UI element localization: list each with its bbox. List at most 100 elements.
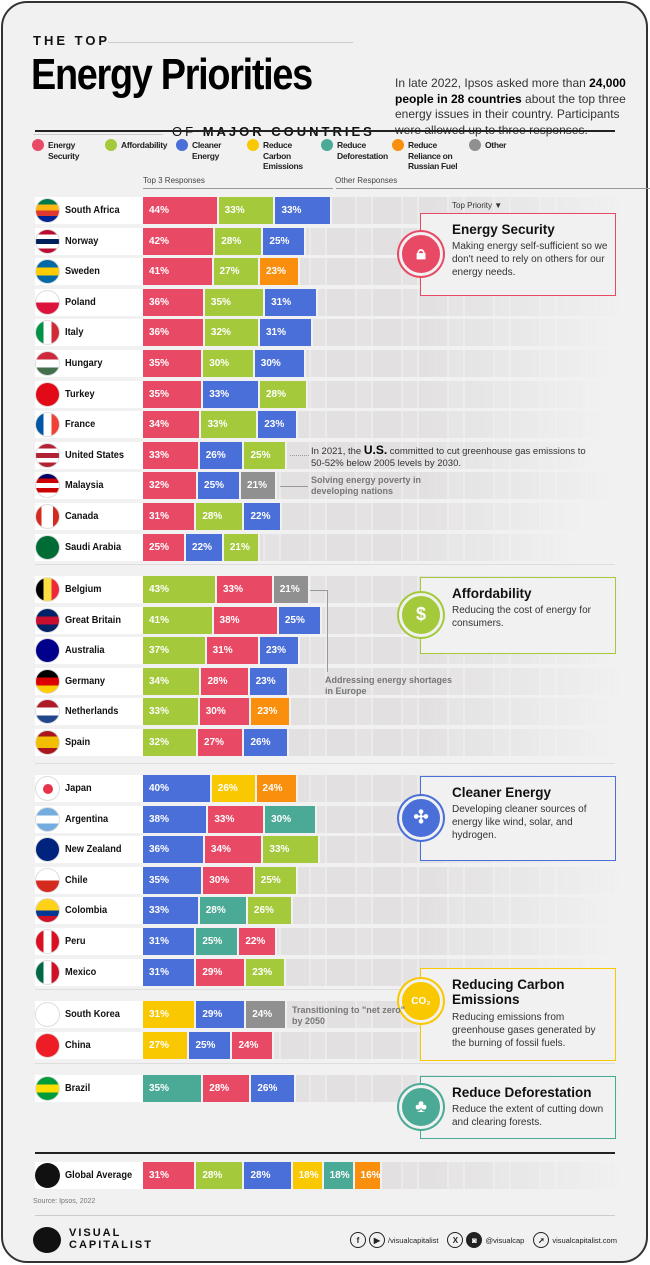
kicker: THE TOP	[33, 33, 111, 48]
country-label: Saudi Arabia	[35, 533, 143, 561]
country-name: Norway	[65, 234, 99, 247]
divider	[35, 1152, 615, 1154]
globe-icon	[35, 1163, 60, 1188]
flag-icon	[35, 929, 60, 954]
flag-icon	[35, 351, 60, 376]
country-name: Australia	[65, 644, 105, 657]
bar-segment-cleaner: 33%	[275, 197, 333, 224]
country-label: Australia	[35, 637, 143, 665]
flag-icon	[35, 806, 60, 832]
legend-item-russia: Reduce Reliance on Russian Fuel	[392, 139, 466, 172]
bar-segment-cleaner: 23%	[258, 411, 298, 439]
country-label: South Africa	[35, 197, 143, 224]
bar-segment-security: 36%	[143, 319, 205, 347]
lock-icon: 🔒︎	[399, 231, 443, 276]
box-description: Making energy self-sufficient so we don'…	[452, 241, 608, 278]
bar-segment-security: 33%	[143, 441, 200, 469]
bar-segment-cleaner: 25%	[198, 472, 242, 500]
country-name: China	[65, 1038, 91, 1051]
country-row: United States 33% 26% 25%	[35, 441, 635, 469]
bar-segment-cleaner: 40%	[143, 775, 212, 802]
bar-segment-cleaner: 29%	[196, 1001, 247, 1028]
top-priority-label: Top Priority ▼	[452, 201, 503, 210]
country-label: Sweden	[35, 258, 143, 286]
bar-segment-cleaner: 33%	[203, 380, 260, 408]
bar-segment-defor: 28%	[199, 897, 248, 925]
bar-segment-afford: 43%	[143, 576, 217, 603]
malaysia-annotation: Solving energy poverty in developing nat…	[311, 475, 422, 496]
bar-segment-security: 22%	[239, 928, 278, 955]
legend-label: Reduce Carbon Emissions	[263, 140, 303, 171]
connector-line	[280, 486, 308, 487]
bar-segment-cleaner: 23%	[249, 667, 290, 695]
priority-box-2: ✣ Cleaner Energy Developing cleaner source…	[399, 776, 616, 861]
country-label: New Zealand	[35, 836, 143, 864]
country-name: Argentina	[65, 812, 109, 825]
country-name: South Africa	[65, 204, 120, 216]
bar-segment-security: 35%	[143, 350, 204, 377]
legend-swatch	[392, 139, 404, 151]
flag-icon	[35, 412, 60, 438]
country-row: Chile 35% 30% 25%	[35, 866, 635, 894]
cursor-icon[interactable]: ➚	[533, 1232, 550, 1248]
bar-segment-defor: 30%	[265, 805, 317, 833]
country-name: Colombia	[65, 904, 108, 917]
country-name: Mexico	[65, 965, 97, 978]
country-name: France	[65, 418, 96, 431]
intro-part: In late 2022, Ipsos asked more than	[395, 76, 590, 90]
source-note: Source: Ipsos, 2022	[33, 1198, 96, 1205]
box-description: Developing cleaner sources of energy lik…	[452, 804, 587, 841]
legend-label: Affordability	[121, 140, 168, 150]
instagram-icon[interactable]: ◙	[466, 1232, 483, 1248]
youtube-icon[interactable]: ▶	[369, 1232, 385, 1248]
country-name: Brazil	[65, 1082, 91, 1094]
bar-segment-security: 35%	[143, 380, 204, 408]
country-row: Netherlands 33% 30% 23%	[35, 698, 635, 726]
europe-annotation: Addressing energy shortages in Europe	[325, 675, 453, 696]
handle-visualcap[interactable]: @visualcap	[485, 1235, 525, 1245]
country-name: Sweden	[65, 265, 100, 278]
country-label: Italy	[35, 319, 143, 347]
bar-segment-cleaner: 30%	[254, 350, 307, 377]
bar-segment-security: 32%	[143, 472, 199, 500]
legend-swatch	[105, 139, 117, 151]
bar-segment-cleaner: 23%	[259, 637, 300, 665]
country-label: Turkey	[35, 380, 143, 408]
bar-segment-afford: 33%	[263, 836, 321, 864]
bar-segment-carbon: 31%	[143, 1001, 197, 1028]
country-label: Brazil	[35, 1075, 143, 1102]
bar-segment-afford: 28%	[196, 1162, 245, 1189]
us-annotation: In 2021, the U.S. committed to cut green…	[311, 444, 601, 470]
bar-segment-afford: 25%	[254, 866, 298, 894]
group-separator	[35, 1063, 615, 1064]
flag-icon	[35, 699, 60, 725]
flag-icon	[35, 534, 60, 560]
country-label: Mexico	[35, 958, 143, 986]
bar-segment-security: 24%	[232, 1031, 274, 1059]
group-separator	[35, 763, 615, 764]
country-label: Chile	[35, 866, 143, 894]
other-bracket	[336, 188, 650, 189]
bar-segment-cleaner: 25%	[278, 606, 322, 634]
x-icon[interactable]: X	[447, 1232, 464, 1248]
legend-swatch	[469, 139, 481, 151]
country-row: Malaysia 32% 25% 21%	[35, 472, 635, 500]
bar-segment-security: 44%	[143, 197, 219, 224]
logo-mark-icon	[33, 1227, 61, 1253]
flag-icon	[35, 668, 60, 694]
flag-icon	[35, 320, 60, 346]
flag-icon	[35, 607, 60, 633]
country-row: South Africa 44% 33% 33%	[35, 197, 635, 224]
note-part: committed to cut greenhouse gas emission…	[311, 446, 586, 469]
bar-segment-security: 31%	[143, 503, 197, 530]
country-name: Belgium	[65, 583, 102, 595]
facebook-icon[interactable]: f	[350, 1232, 366, 1248]
country-label: Global Average	[35, 1162, 143, 1189]
website-link[interactable]: visualcapitalist.com	[552, 1235, 617, 1245]
handle-visualcapitalist[interactable]: /visualcapitalist	[388, 1235, 439, 1245]
bar-segment-carbon: 26%	[211, 775, 257, 802]
country-label: Colombia	[35, 897, 143, 925]
bar-segment-security: 31%	[143, 1162, 197, 1189]
country-name: Saudi Arabia	[65, 540, 122, 553]
divider	[35, 130, 615, 132]
